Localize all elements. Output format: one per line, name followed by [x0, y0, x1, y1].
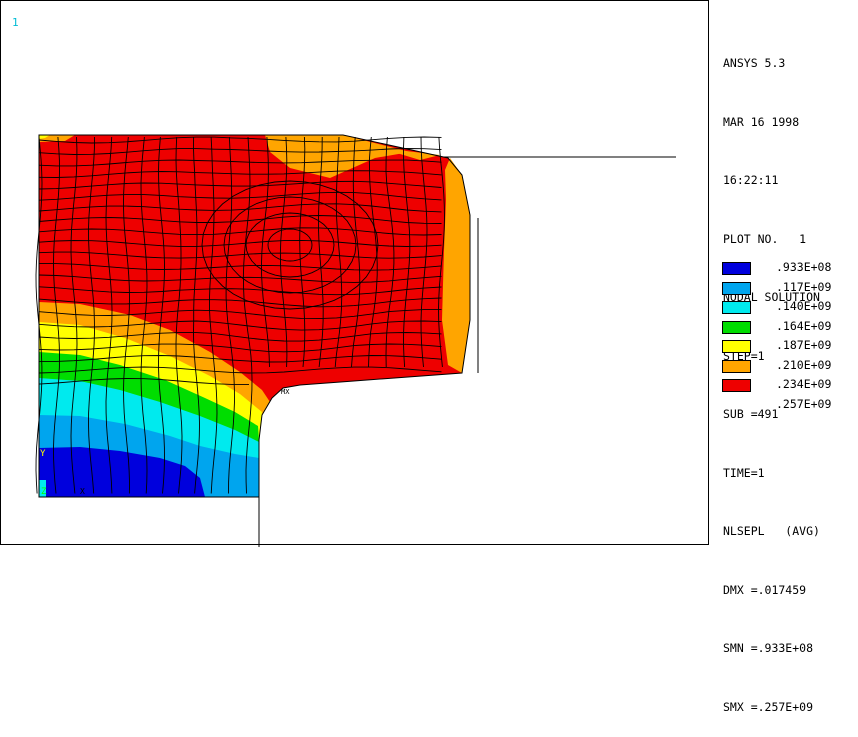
- legend-swatch-1: [722, 262, 751, 275]
- legend-swatch-6: [722, 359, 751, 373]
- mesh-line: [158, 136, 165, 494]
- legend-value-8: .257E+09: [776, 396, 832, 411]
- legend-row: .933E+08: [722, 258, 857, 278]
- mesh-line: [140, 136, 148, 494]
- mesh-line: [279, 136, 288, 368]
- mesh-line: [38, 332, 442, 342]
- mesh-line: [38, 180, 442, 190]
- contour-orange-topleft: [39, 135, 75, 142]
- contour-plot: Y Z X MX: [35, 134, 676, 547]
- mesh-line: [351, 136, 361, 368]
- legend-value-1: .933E+08: [776, 260, 832, 274]
- triad-z-label: Z: [41, 487, 47, 497]
- mesh-line: [38, 286, 442, 296]
- mesh-line: [385, 136, 395, 368]
- info-product: ANSYS 5.3: [723, 56, 786, 70]
- legend-row: .187E+09: [722, 336, 857, 356]
- info-time: 16:22:11: [723, 173, 779, 187]
- mesh-line: [38, 191, 442, 201]
- node-label: MX: [281, 388, 290, 396]
- mesh-line: [88, 136, 95, 494]
- legend-value-3: .140E+09: [776, 299, 832, 313]
- info-substep: SUB =491: [723, 407, 779, 421]
- contour-orange-right: [442, 158, 470, 373]
- mesh-line: [38, 274, 442, 283]
- mesh-line: [70, 136, 78, 494]
- info-item: NLSEPL (AVG): [723, 524, 820, 538]
- legend-value-2: .117E+09: [776, 279, 832, 294]
- contour-yellow-topleft: [39, 135, 50, 139]
- legend-swatch-5: [722, 340, 751, 353]
- mesh-line: [39, 355, 442, 363]
- mesh-line: [38, 366, 442, 374]
- legend-row: .117E+09: [722, 278, 857, 298]
- mesh-line: [123, 136, 130, 494]
- mesh-line: [201, 180, 379, 310]
- mesh-line: [223, 196, 357, 294]
- legend-row: .234E+09: [722, 375, 857, 395]
- contour-legend: .933E+08 .117E+09 .140E+09 .164E+09 .187…: [722, 258, 857, 414]
- legend-row: .210E+09: [722, 356, 857, 376]
- triad-y-label: Y: [40, 449, 46, 459]
- legend-value-5: .187E+09: [776, 338, 832, 352]
- mesh-line: [368, 136, 378, 368]
- legend-swatch-3: [722, 301, 751, 314]
- legend-value-7: .234E+09: [776, 377, 832, 391]
- mesh-line: [193, 136, 200, 494]
- legend-swatch-4: [722, 320, 751, 334]
- info-smx: SMX =.257E+09: [723, 699, 814, 714]
- legend-row: .257E+09: [722, 395, 857, 415]
- mesh-line: [38, 148, 442, 155]
- mesh-line: [245, 212, 335, 278]
- triad-x-label: X: [80, 487, 85, 496]
- mesh-line: [299, 136, 306, 368]
- legend-row: .140E+09: [722, 297, 857, 317]
- mesh-line: [39, 263, 442, 271]
- mesh-line: [209, 136, 218, 494]
- contour-orange-topright: [380, 148, 440, 160]
- legend-swatch-2: [722, 281, 751, 295]
- mesh-line: [175, 136, 183, 494]
- legend-value-6: .210E+09: [776, 357, 832, 372]
- mesh-line: [318, 136, 324, 368]
- mesh-line: [403, 136, 411, 368]
- mesh-line: [38, 159, 442, 167]
- mesh-line: [420, 136, 428, 368]
- deformed-outline: [38, 134, 471, 498]
- info-time-value: TIME=1: [723, 465, 765, 480]
- info-smn: SMN =.933E+08: [723, 641, 814, 655]
- info-plot-number: PLOT NO. 1: [723, 231, 807, 246]
- mesh-line: [38, 170, 442, 178]
- mesh-line: [53, 136, 60, 494]
- legend-row: .164E+09: [722, 317, 857, 337]
- mesh-line: [38, 320, 442, 331]
- mesh-line: [267, 228, 313, 262]
- mesh-line: [261, 136, 270, 368]
- mesh-line: [105, 136, 113, 494]
- mesh-line: [38, 297, 442, 308]
- mesh-line: [38, 343, 442, 353]
- legend-value-4: .164E+09: [776, 318, 832, 333]
- contour-orange-top: [265, 135, 410, 178]
- mesh-line: [38, 309, 442, 320]
- info-date: MAR 16 1998: [723, 114, 800, 129]
- mesh-line: [225, 136, 235, 494]
- mesh-line: [35, 136, 43, 494]
- mesh-line: [334, 136, 343, 368]
- mesh-grid: [35, 136, 445, 494]
- contour-cyan-corner: [39, 480, 46, 497]
- window-number-label: 1: [12, 16, 19, 29]
- mesh-line: [242, 136, 253, 494]
- mesh-line: [38, 136, 442, 144]
- info-dmx: DMX =.017459: [723, 582, 807, 597]
- mesh-line: [38, 251, 442, 259]
- legend-swatch-7: [722, 379, 751, 392]
- mesh-line: [438, 136, 445, 368]
- mesh-line: [38, 378, 249, 385]
- mesh-line: [38, 239, 442, 247]
